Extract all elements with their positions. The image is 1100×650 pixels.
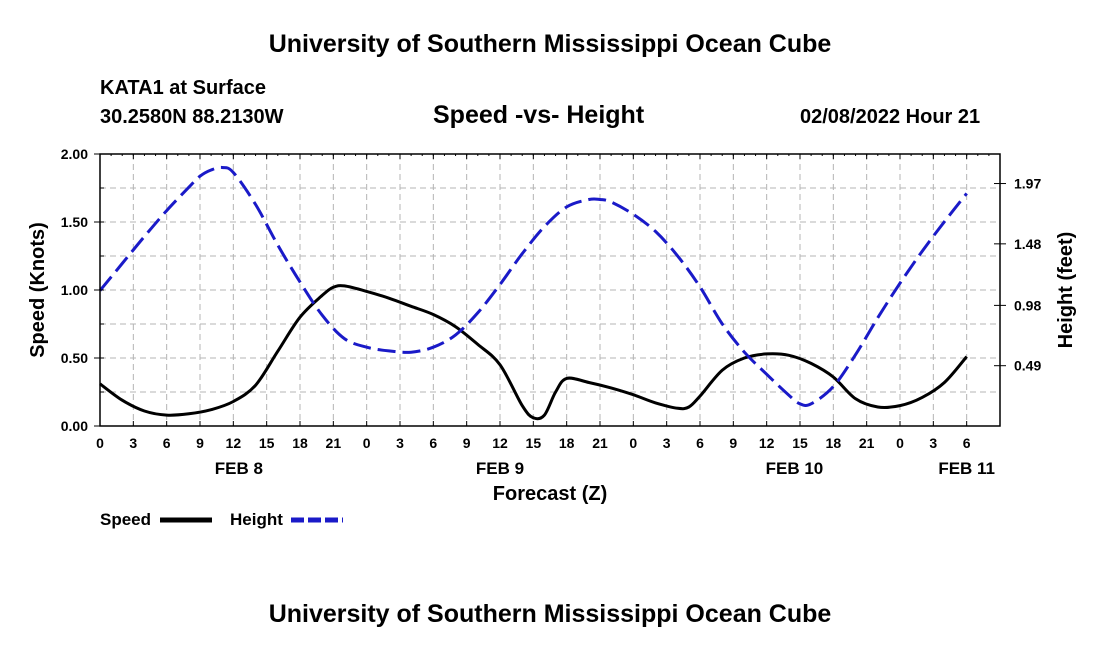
- x-tick-label: 3: [929, 435, 937, 451]
- x-tick-label: 6: [963, 435, 971, 451]
- series-line-height: [98, 165, 968, 407]
- x-tick-label: 6: [696, 435, 704, 451]
- x-tick-label: 18: [559, 435, 575, 451]
- station-label: KATA1 at Surface: [100, 77, 266, 99]
- axis-ticks: 0 3 6 9 12 15 18 21 0 3 6 9 12 15 18 21 0 3 6 9 12 15 18 21 0 3 6 F…: [61, 146, 1042, 478]
- x-tick-label: 0: [629, 435, 637, 451]
- x-tick-label: 0: [96, 435, 104, 451]
- y-tick-label-left: 1.50: [61, 214, 88, 230]
- y-tick-label-left: 2.00: [61, 146, 88, 162]
- x-tick-label: 18: [292, 435, 308, 451]
- series-layer: [98, 165, 968, 421]
- y-axis-label-left: Speed (Knots): [27, 222, 49, 358]
- x-tick-label: 21: [326, 435, 342, 451]
- x-tick-label: 21: [859, 435, 875, 451]
- chart-title: Speed -vs- Height: [433, 101, 645, 129]
- x-tick-label: 18: [826, 435, 842, 451]
- x-tick-label: 9: [729, 435, 737, 451]
- x-tick-label: 0: [896, 435, 904, 451]
- legend-speed-label: Speed: [100, 510, 151, 529]
- x-tick-label: 12: [759, 435, 775, 451]
- grid: [99, 154, 1000, 426]
- x-tick-label: 3: [663, 435, 671, 451]
- x-tick-label: 12: [492, 435, 508, 451]
- x-tick-label: 3: [396, 435, 404, 451]
- x-tick-label: 6: [163, 435, 171, 451]
- x-axis-label: Forecast (Z): [493, 483, 607, 505]
- x-tick-label: 9: [463, 435, 471, 451]
- y-axis-label-right: Height (feet): [1055, 232, 1077, 349]
- y-tick-label-right: 1.97: [1014, 176, 1041, 192]
- y-tick-label-left: 0.00: [61, 418, 88, 434]
- y-tick-label-right: 0.98: [1014, 297, 1041, 313]
- x-day-label: FEB 8: [215, 459, 263, 478]
- datetime-label: 02/08/2022 Hour 21: [800, 106, 981, 128]
- y-tick-label-left: 0.50: [61, 350, 88, 366]
- bottom-title: University of Southern Mississippi Ocean…: [268, 600, 832, 628]
- x-tick-label: 15: [526, 435, 542, 451]
- y-tick-label-left: 1.00: [61, 282, 88, 298]
- x-tick-label: 6: [429, 435, 437, 451]
- x-tick-label: 15: [259, 435, 275, 451]
- x-tick-label: 12: [226, 435, 242, 451]
- legend: Speed Height: [100, 510, 343, 529]
- coordinates-label: 30.2580N 88.2130W: [100, 106, 284, 128]
- x-tick-label: 3: [129, 435, 137, 451]
- x-day-label: FEB 9: [476, 459, 524, 478]
- y-tick-label-right: 0.49: [1014, 358, 1041, 374]
- x-tick-label: 0: [363, 435, 371, 451]
- x-tick-label: 15: [792, 435, 808, 451]
- x-day-label: FEB 10: [766, 459, 824, 478]
- y-tick-label-right: 1.48: [1014, 236, 1041, 252]
- x-tick-label: 9: [196, 435, 204, 451]
- x-day-label: FEB 11: [938, 459, 995, 478]
- series-line-speed: [99, 284, 968, 421]
- top-title: University of Southern Mississippi Ocean…: [268, 30, 832, 58]
- legend-height-label: Height: [230, 510, 283, 529]
- x-tick-label: 21: [592, 435, 608, 451]
